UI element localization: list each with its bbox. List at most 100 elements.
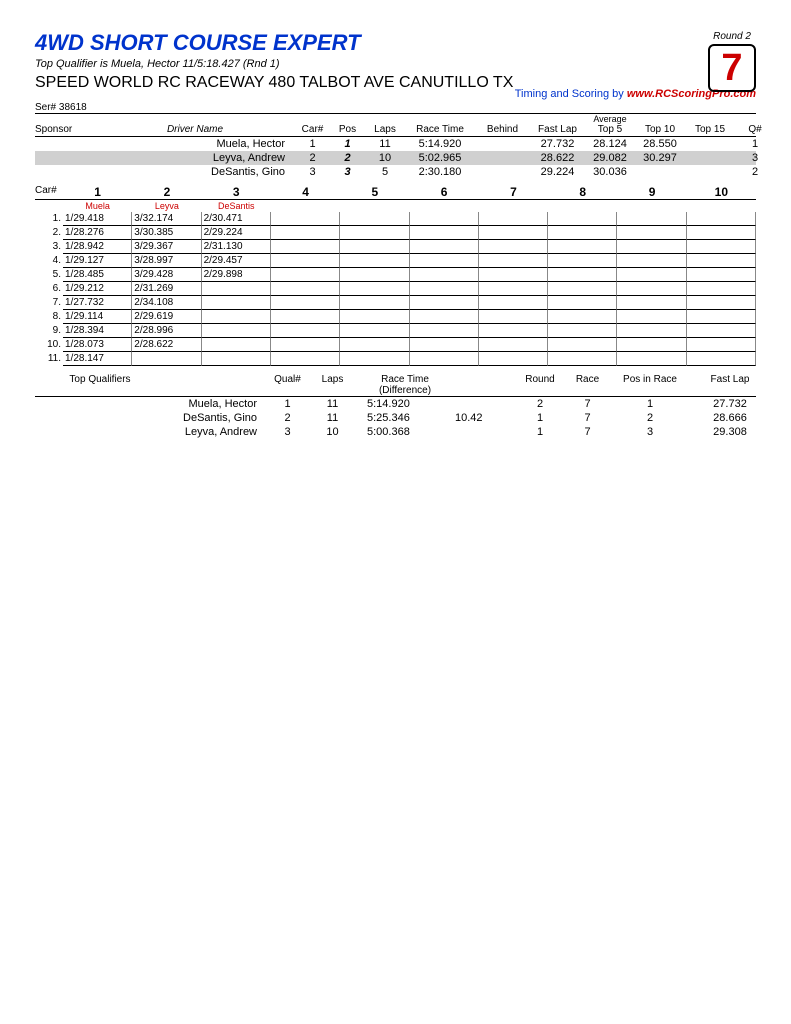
lap-cell: [687, 254, 756, 268]
car-label: Car#: [35, 185, 63, 199]
lap-rownum: 3.: [35, 240, 63, 253]
car-col: 2: [132, 185, 201, 199]
lap-cell: [340, 226, 409, 240]
lap-cell: 2/31.269: [132, 282, 201, 296]
qualifier-row: Muela, Hector1115:14.92027127.732: [35, 397, 756, 411]
lap-cell: [687, 268, 756, 282]
lap-cell: [548, 254, 617, 268]
car-col: 4: [271, 185, 340, 199]
lap-cell: 1/28.147: [63, 352, 132, 366]
col-qfast: Fast Lap: [690, 374, 770, 396]
round-label: Round 2: [713, 31, 751, 42]
results-row: Muela, Hector11115:14.92027.73228.12428.…: [35, 137, 756, 151]
lap-cell: [617, 296, 686, 310]
lap-cell: [617, 282, 686, 296]
car-col: 6: [410, 185, 479, 199]
lap-rownum: 9.: [35, 324, 63, 337]
serial-number: Ser# 38618: [35, 102, 756, 113]
driver-name-label: [548, 200, 617, 212]
lap-cell: [687, 296, 756, 310]
lap-cell: [548, 212, 617, 226]
col-top10: Top 10: [635, 124, 685, 135]
col-qlaps: Laps: [310, 374, 355, 396]
lap-cell: [410, 352, 479, 366]
lap-cell: [617, 338, 686, 352]
lap-cell: [479, 324, 548, 338]
lap-cell: 1/29.127: [63, 254, 132, 268]
car-col: 9: [617, 185, 686, 199]
report-header: 4WD SHORT COURSE EXPERT Round 2 7 Top Qu…: [35, 30, 756, 113]
lap-cell: [340, 268, 409, 282]
lap-cell: [271, 310, 340, 324]
lap-cell: [202, 296, 271, 310]
lap-section: Car# 12345678910 MuelaLeyvaDeSantis 1.1/…: [35, 185, 756, 366]
lap-cell: 1/28.485: [63, 268, 132, 282]
driver-name-label: [410, 200, 479, 212]
lap-cell: [271, 240, 340, 254]
lap-cell: 3/29.367: [132, 240, 201, 254]
lap-cell: [617, 226, 686, 240]
lap-cell: [687, 338, 756, 352]
lap-cell: 1/29.418: [63, 212, 132, 226]
lap-cell: 2/28.622: [132, 338, 201, 352]
lap-cell: [202, 282, 271, 296]
col-driver: Driver Name: [95, 124, 295, 135]
col-round: Round: [515, 374, 565, 396]
lap-cell: 3/28.997: [132, 254, 201, 268]
lap-cell: 3/29.428: [132, 268, 201, 282]
lap-rownum: 11.: [35, 352, 63, 365]
lap-cell: [202, 310, 271, 324]
lap-cell: 2/29.619: [132, 310, 201, 324]
qualifier-row: DeSantis, Gino2115:25.34610.4217228.666: [35, 411, 756, 425]
col-race: Race: [565, 374, 610, 396]
lap-cell: [132, 352, 201, 366]
car-col: 5: [340, 185, 409, 199]
col-fastlap: Fast Lap: [530, 124, 585, 135]
lap-cell: 1/28.942: [63, 240, 132, 254]
lap-cell: [410, 212, 479, 226]
tq-subtitle: Top Qualifier is Muela, Hector 11/5:18.4…: [35, 58, 756, 70]
lap-cell: [548, 226, 617, 240]
results-header-row: Sponsor Driver Name Car# Pos Laps Race T…: [35, 113, 756, 137]
lap-cell: [479, 310, 548, 324]
results-row: DeSantis, Gino3352:30.18029.22430.0362: [35, 165, 756, 179]
driver-name-label: [479, 200, 548, 212]
driver-name-label: [340, 200, 409, 212]
lap-cell: [271, 226, 340, 240]
col-racetime: Race Time: [405, 124, 475, 135]
lap-cell: [271, 324, 340, 338]
col-behind: Behind: [475, 124, 530, 135]
lap-cell: [202, 352, 271, 366]
lap-rownum: 5.: [35, 268, 63, 281]
lap-cell: 1/28.073: [63, 338, 132, 352]
lap-cell: [479, 352, 548, 366]
lap-cell: [687, 240, 756, 254]
results-body: Muela, Hector11115:14.92027.73228.12428.…: [35, 137, 756, 179]
lap-cell: [479, 254, 548, 268]
lap-cell: 1/28.394: [63, 324, 132, 338]
driver-name-label: [687, 200, 756, 212]
lap-cell: [479, 226, 548, 240]
lap-cell: [410, 268, 479, 282]
lap-cell: [617, 268, 686, 282]
round-box: Round 2 7: [708, 30, 756, 92]
col-top5: AverageTop 5: [585, 115, 635, 135]
lap-cell: [479, 338, 548, 352]
lap-cell: [340, 212, 409, 226]
lap-cell: [617, 324, 686, 338]
lap-cell: [479, 296, 548, 310]
lap-cell: [340, 282, 409, 296]
qualifiers-header: Top Qualifiers Qual# Laps Race Time (Dif…: [35, 374, 756, 397]
lap-cell: [271, 268, 340, 282]
car-col: 10: [687, 185, 756, 199]
lap-cell: [271, 212, 340, 226]
lap-cell: 1/29.114: [63, 310, 132, 324]
lap-cell: 2/29.457: [202, 254, 271, 268]
lap-cell: [617, 310, 686, 324]
driver-name-label: [617, 200, 686, 212]
col-rtd: Race Time (Difference): [355, 374, 455, 396]
lap-cell: 2/31.130: [202, 240, 271, 254]
lap-cell: [687, 226, 756, 240]
lap-cell: [340, 310, 409, 324]
lap-cell: 2/34.108: [132, 296, 201, 310]
